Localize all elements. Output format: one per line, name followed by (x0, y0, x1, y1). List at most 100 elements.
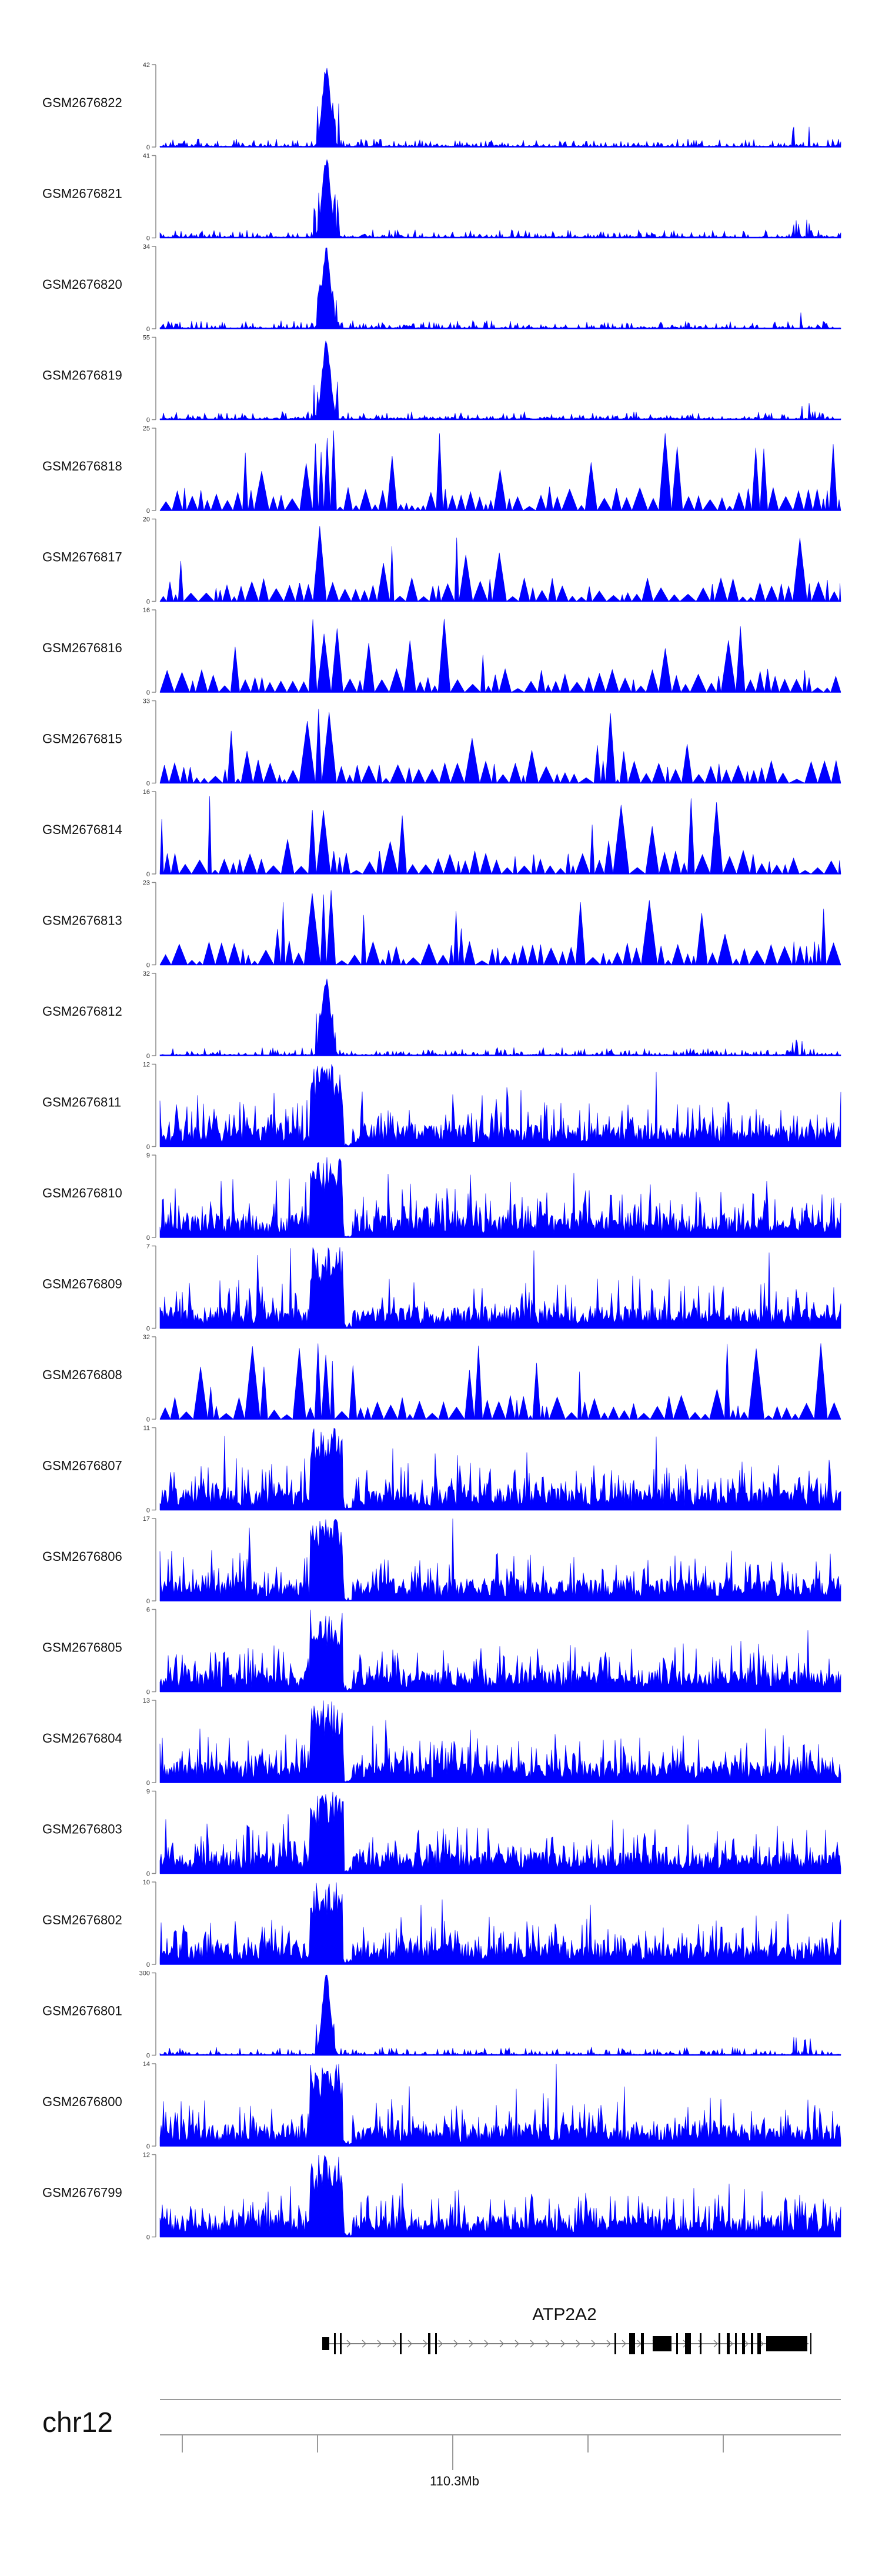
exon-block (719, 2333, 720, 2354)
y-min-label: 0 (146, 1053, 150, 1060)
y-max-label: 16 (143, 789, 150, 796)
gene-name-label: ATP2A2 (532, 2305, 597, 2324)
track-label: GSM2676820 (42, 277, 122, 292)
y-max-label: 25 (143, 425, 150, 432)
y-min-label: 0 (146, 1326, 150, 1333)
y-max-label: 16 (143, 607, 150, 614)
track-GSM2676808: GSM2676808 32 0 (42, 1334, 841, 1423)
y-max-label: 55 (143, 335, 150, 342)
strand-arrow (407, 2340, 412, 2348)
signal-tracks: GSM2676822420GSM2676821410GSM2676820340G… (42, 62, 841, 2241)
exon-block (676, 2333, 678, 2354)
y-max-label: 42 (143, 62, 150, 69)
strand-arrow (576, 2340, 580, 2348)
y-max-label: 17 (143, 1516, 150, 1523)
coverage-area (159, 1247, 841, 1329)
coverage-area (159, 619, 841, 693)
exon-block (428, 2333, 430, 2354)
gene-track: ATP2A2 (322, 2305, 811, 2354)
strand-arrow (514, 2340, 519, 2348)
track-label: GSM2676812 (42, 1004, 122, 1019)
coverage-area (159, 979, 841, 1056)
exon-block (641, 2333, 644, 2354)
track-GSM2676819: GSM2676819 55 0 (42, 335, 841, 424)
track-label: GSM2676819 (42, 368, 122, 383)
track-label: GSM2676809 (42, 1277, 122, 1292)
track-GSM2676816: GSM2676816 16 0 (42, 607, 841, 696)
track-label: GSM2676815 (42, 732, 122, 746)
y-min-label: 0 (146, 2234, 150, 2241)
track-label: GSM2676817 (42, 550, 122, 565)
y-max-label: 32 (143, 970, 150, 977)
y-min-label: 0 (146, 235, 150, 242)
track-GSM2676813: GSM2676813 23 0 (42, 880, 841, 969)
coverage-area (159, 341, 841, 420)
y-max-label: 23 (143, 880, 150, 887)
track-label: GSM2676804 (42, 1731, 122, 1746)
y-max-label: 12 (143, 2152, 150, 2159)
y-min-label: 0 (146, 1871, 150, 1878)
track-GSM2676822: GSM2676822 42 0 (42, 62, 841, 151)
coverage-area (159, 248, 841, 329)
strand-arrow (392, 2340, 397, 2348)
strand-arrow (560, 2340, 565, 2348)
track-GSM2676807: GSM2676807 11 0 (42, 1425, 841, 1514)
track-GSM2676815: GSM2676815 33 0 (42, 698, 841, 788)
track-GSM2676810: GSM2676810 9 0 (42, 1152, 841, 1242)
strand-arrow (362, 2340, 366, 2348)
coverage-area (159, 709, 841, 784)
exon-block (334, 2333, 336, 2354)
y-min-label: 0 (146, 326, 150, 333)
exon-block (766, 2336, 807, 2351)
exon-block (742, 2333, 745, 2354)
strand-arrow (729, 2340, 733, 2348)
track-GSM2676811: GSM2676811 12 0 (42, 1062, 841, 1151)
y-min-label: 0 (146, 1689, 150, 1696)
y-min-label: 0 (146, 2053, 150, 2060)
strand-arrow (469, 2340, 473, 2348)
y-min-label: 0 (146, 1780, 150, 1787)
exon-block (685, 2333, 691, 2354)
coverage-area (159, 1791, 841, 1874)
y-max-label: 9 (146, 1152, 150, 1159)
y-min-label: 0 (146, 508, 150, 515)
y-max-label: 6 (146, 1607, 150, 1614)
track-GSM2676799: GSM2676799 12 0 (42, 2152, 841, 2241)
exon-block (700, 2333, 701, 2354)
track-GSM2676817: GSM2676817 20 0 (42, 516, 841, 606)
strand-arrow (591, 2340, 596, 2348)
track-label: GSM2676801 (42, 2004, 122, 2018)
y-min-label: 0 (146, 144, 150, 151)
strand-arrow (346, 2340, 351, 2348)
coverage-area (159, 1064, 841, 1147)
track-label: GSM2676805 (42, 1640, 122, 1655)
track-label: GSM2676814 (42, 822, 122, 837)
y-max-label: 11 (143, 1425, 150, 1432)
chromosome-axis: chr12 110.3Mb (42, 2399, 841, 2488)
track-GSM2676803: GSM2676803 9 0 (42, 1788, 841, 1878)
coverage-area (159, 1518, 841, 1601)
y-min-label: 0 (146, 2143, 150, 2150)
track-GSM2676814: GSM2676814 16 0 (42, 789, 841, 878)
y-min-label: 0 (146, 1961, 150, 1968)
coverage-area (159, 890, 841, 966)
exon-block (614, 2333, 616, 2354)
y-min-label: 0 (146, 599, 150, 606)
track-label: GSM2676802 (42, 1913, 122, 1927)
y-max-label: 9 (146, 1788, 150, 1796)
exon-block (435, 2333, 437, 2354)
exon-block (810, 2333, 811, 2354)
axis-tick-label: 110.3Mb (430, 2474, 479, 2488)
track-label: GSM2676821 (42, 186, 122, 201)
track-GSM2676800: GSM2676800 14 0 (42, 2061, 841, 2150)
coverage-area (159, 1609, 841, 1692)
strand-arrow (606, 2340, 611, 2348)
track-label: GSM2676799 (42, 2185, 122, 2200)
exon-block (751, 2333, 753, 2354)
y-max-label: 300 (139, 1970, 150, 1977)
y-max-label: 10 (143, 1879, 150, 1886)
coverage-area (159, 159, 841, 238)
exon-block (727, 2333, 730, 2354)
y-max-label: 12 (143, 1062, 150, 1069)
track-GSM2676821: GSM2676821 41 0 (42, 153, 841, 242)
